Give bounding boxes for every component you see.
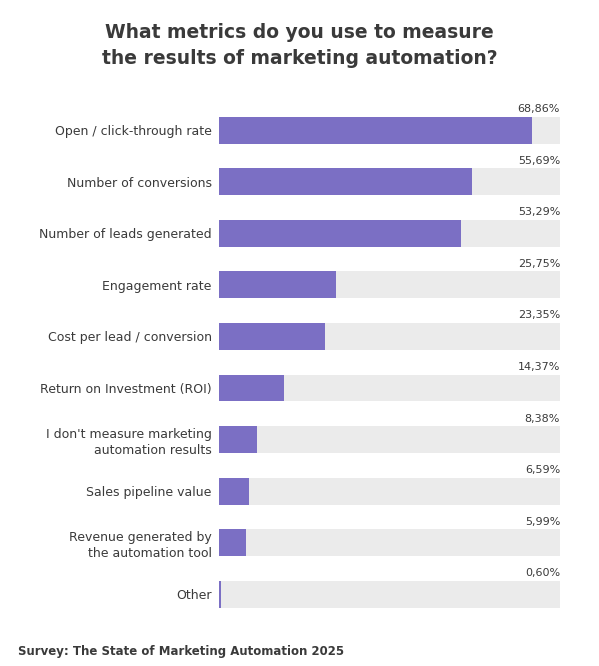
Text: 14,37%: 14,37% (518, 362, 560, 372)
Bar (219, 478, 560, 505)
Text: 6,59%: 6,59% (525, 465, 560, 475)
Text: 53,29%: 53,29% (518, 207, 560, 217)
Text: 55,69%: 55,69% (518, 156, 560, 166)
Text: 0,60%: 0,60% (525, 568, 560, 578)
Bar (219, 272, 336, 298)
Text: Survey: The State of Marketing Automation 2025: Survey: The State of Marketing Automatio… (18, 645, 344, 658)
Bar (219, 581, 222, 608)
Text: 25,75%: 25,75% (518, 259, 560, 269)
Bar (219, 529, 246, 556)
Bar (219, 478, 249, 505)
Bar (219, 323, 560, 350)
Bar (219, 581, 560, 608)
Bar (219, 374, 560, 402)
Bar (219, 168, 560, 195)
Text: 23,35%: 23,35% (518, 310, 560, 320)
Bar (219, 374, 284, 402)
Bar (219, 529, 560, 556)
Bar (219, 323, 325, 350)
Text: What metrics do you use to measure
the results of marketing automation?: What metrics do you use to measure the r… (102, 23, 497, 68)
Bar (219, 168, 472, 195)
Bar (219, 426, 560, 453)
Bar (219, 426, 257, 453)
Bar (219, 220, 461, 246)
Bar (219, 117, 532, 143)
Text: 68,86%: 68,86% (518, 104, 560, 114)
Text: 8,38%: 8,38% (525, 414, 560, 424)
Bar (219, 117, 560, 143)
Text: 5,99%: 5,99% (525, 517, 560, 527)
Bar (219, 220, 560, 246)
Bar (219, 272, 560, 298)
